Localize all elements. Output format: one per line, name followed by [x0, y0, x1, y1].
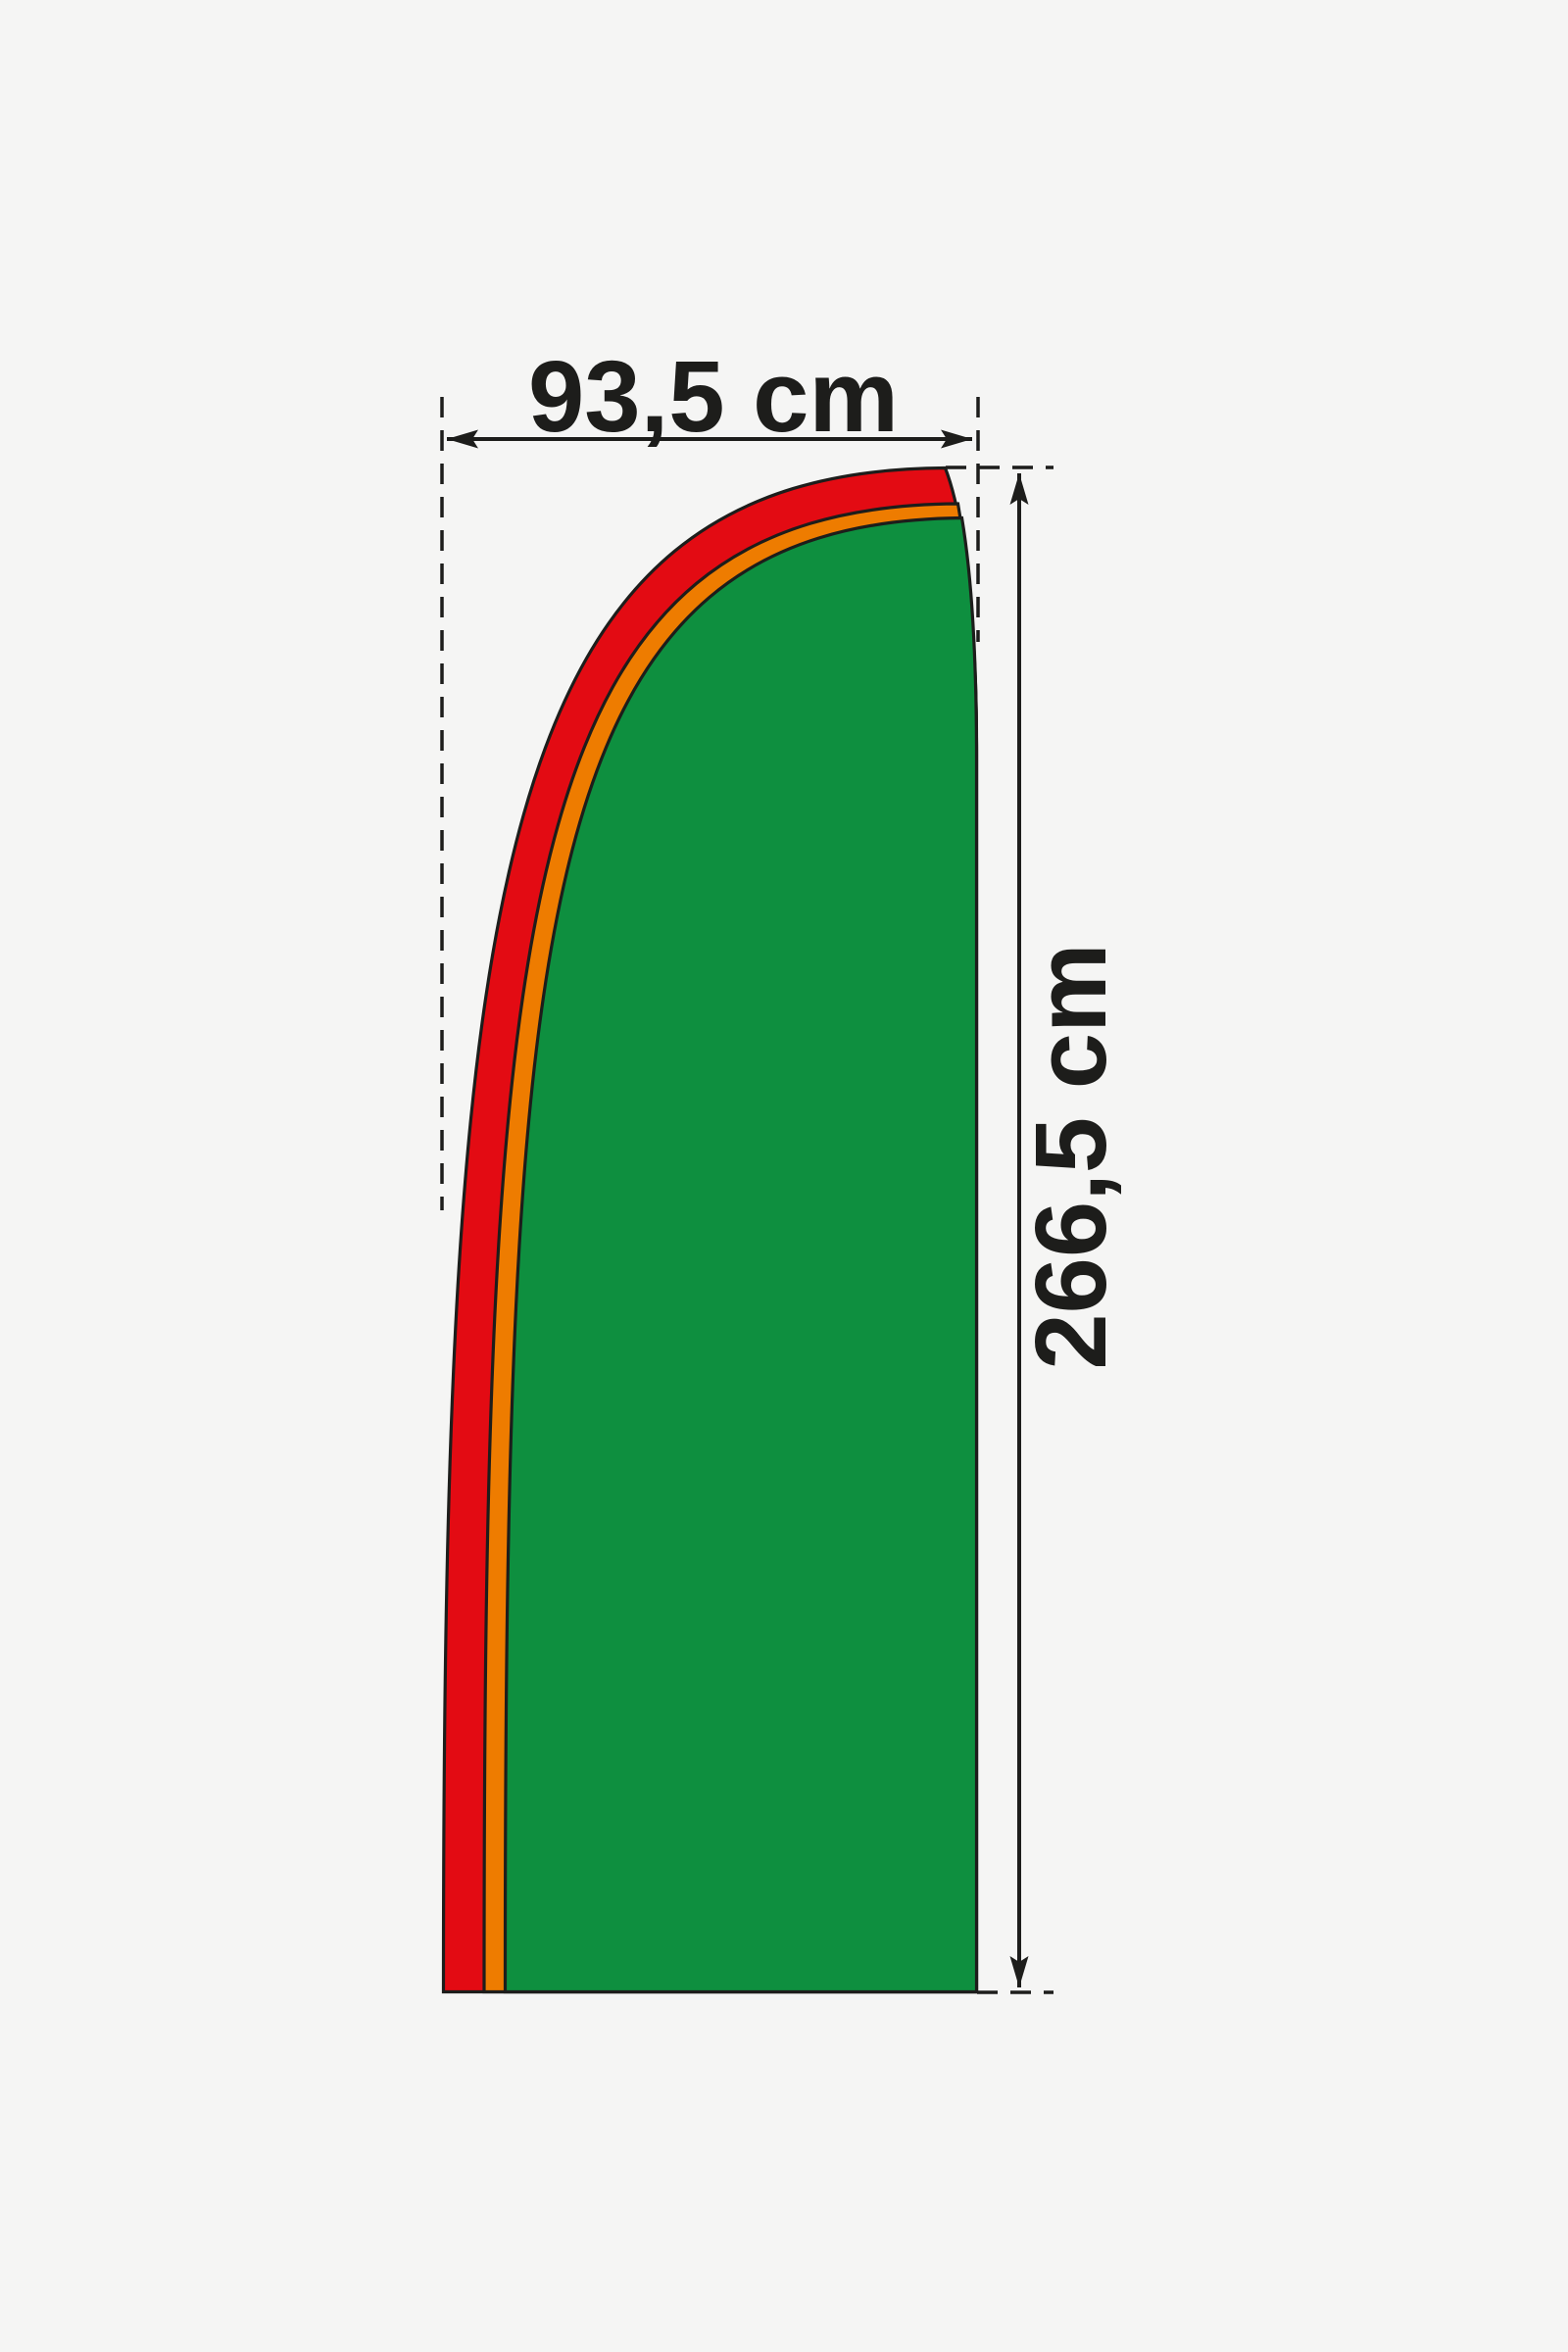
height-dimension-label: 266,5 cm	[1014, 943, 1127, 1369]
flag-green-panel	[503, 515, 979, 1994]
width-dimension-label: 93,5 cm	[528, 340, 899, 453]
